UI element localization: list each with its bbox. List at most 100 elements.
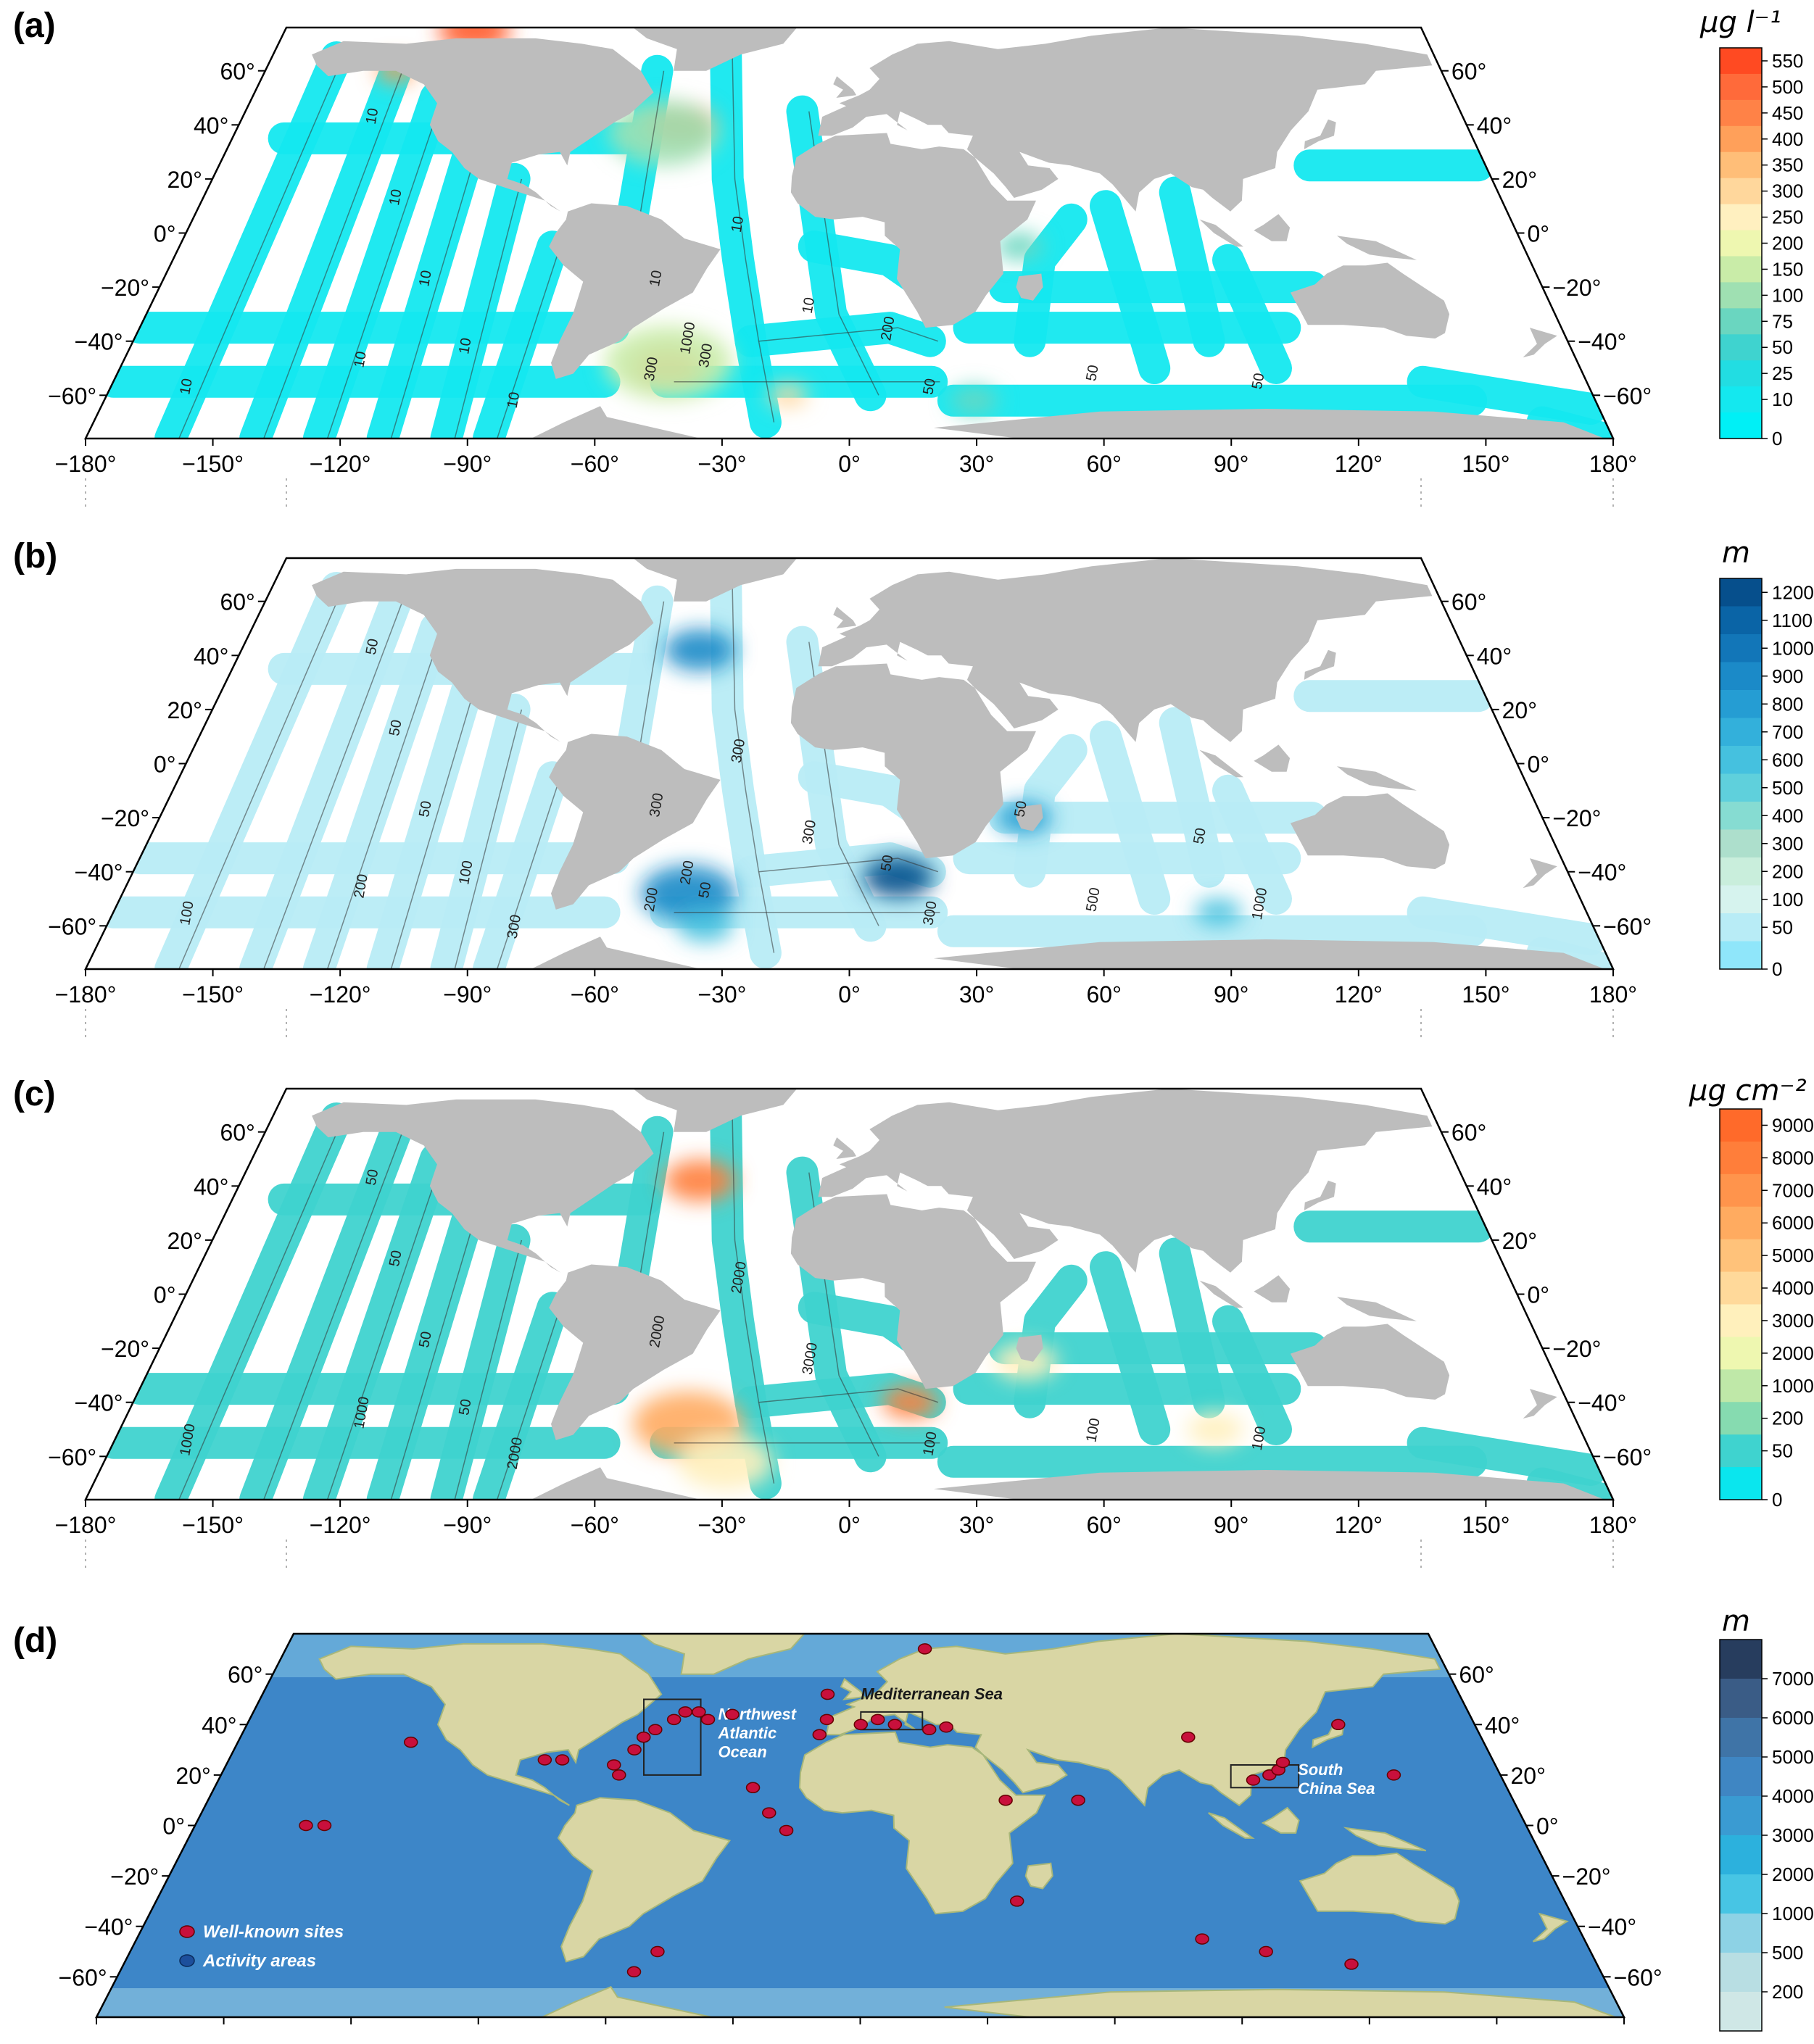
lat-tick-label-left: −60° — [59, 1964, 107, 1990]
colorbar-segment — [1720, 256, 1762, 283]
sampling-track — [473, 230, 569, 439]
lon-tick-label: −30° — [697, 451, 746, 477]
antarctica-1-land — [542, 1985, 712, 2017]
greenland-land — [633, 558, 798, 602]
lon-tick-label: −60° — [571, 451, 619, 477]
colorbar-tick-label: 550 — [1772, 50, 1803, 72]
contour-line — [263, 70, 403, 439]
contour-label: 50 — [386, 718, 405, 737]
contour-label: 10 — [505, 391, 523, 410]
sampling-track — [1090, 190, 1171, 384]
colorbar-segment — [1720, 773, 1762, 802]
well-known-site-marker — [762, 1807, 776, 1819]
colorbar-unit: μg cm⁻² — [1689, 1074, 1807, 1108]
land-layer — [318, 1634, 1616, 2017]
colorbar-tick-label: 8000 — [1772, 1147, 1814, 1168]
contour-line — [496, 246, 561, 439]
colorbar-tick-label: 200 — [1772, 860, 1803, 882]
sampling-track — [1407, 896, 1607, 955]
value-hotspot — [608, 100, 720, 166]
colorbar-tick-label: 4000 — [1772, 1277, 1814, 1299]
well-known-site-marker — [725, 1708, 740, 1721]
colorbar-tick-label: 600 — [1772, 749, 1803, 770]
colorbar-segment — [1720, 1109, 1762, 1142]
hotspot-layer — [632, 1160, 1243, 1490]
lat-tick-label-right: 20° — [1502, 697, 1537, 723]
sampling-track — [1212, 1305, 1292, 1445]
contour-label: 50 — [416, 1330, 435, 1349]
contour-label: 50 — [456, 1397, 475, 1416]
contour-line — [758, 1388, 939, 1403]
colorbar-tick-label: 75 — [1772, 310, 1793, 332]
colorbar-tick-label: 6000 — [1772, 1707, 1814, 1729]
south-china-sea-label: South China Sea — [1298, 1761, 1375, 1798]
lat-tick-label-right: −60° — [1603, 913, 1652, 939]
south-america-land — [557, 1797, 732, 1963]
contour-line — [454, 709, 523, 969]
lat-tick-label-left: 0° — [162, 1814, 185, 1840]
uk-land — [840, 1678, 866, 1700]
colorbar-tick-label: 7000 — [1772, 1179, 1814, 1201]
colorbar-segment — [1720, 282, 1762, 309]
lat-tick-label-right: −20° — [1552, 805, 1601, 831]
well-known-site-marker — [1246, 1774, 1261, 1786]
lon-tick-label: −120° — [310, 981, 371, 1008]
well-known-site-marker — [820, 1688, 835, 1700]
contour-line — [758, 857, 939, 873]
lon-tick-label: 60° — [1086, 981, 1121, 1008]
contour-line — [326, 628, 443, 969]
lat-tick-label-left: 60° — [228, 1662, 262, 1688]
colorbar-tick-label: 250 — [1772, 207, 1803, 228]
contour-label: 50 — [1011, 799, 1030, 818]
lat-tick-label-left: 40° — [202, 1712, 236, 1738]
sampling-track — [239, 54, 413, 439]
lat-tick-label-right: −40° — [1588, 1914, 1636, 1940]
colorbar-tick-label: 2000 — [1772, 1342, 1814, 1364]
colorbar-segment — [1720, 634, 1762, 662]
colorbar-tick-label: 1000 — [1772, 1375, 1814, 1397]
panel-b-thickness-map: (b) 50 50 50 100 100 200 300 300 300 300 300 500 100… — [0, 531, 1814, 1038]
colorbar-segment — [1720, 1679, 1762, 1719]
sampling-track — [1090, 720, 1171, 915]
well-known-site-marker — [648, 1724, 663, 1735]
value-hotspot — [993, 1343, 1058, 1381]
uk-land — [833, 1137, 857, 1159]
lat-tick-label-left: 40° — [194, 1173, 228, 1200]
sumatra-land — [1199, 749, 1243, 778]
colorbar-segment — [1720, 1239, 1762, 1273]
lat-tick-label-right: 0° — [1528, 1282, 1550, 1308]
contour-label: 10 — [647, 269, 666, 288]
axis-layer: 60° 60° 40° 40° 20° 20° 0° 0° −20° −20° −40° −40° −6… — [48, 59, 1652, 507]
contour-line — [326, 1158, 443, 1500]
panel-a-bounds-map: (a) 10 10 10 10 10 10 10 10 10 10 50 50 50 1000 300 300… — [0, 0, 1814, 507]
lat-tick-label-right: 60° — [1459, 1662, 1494, 1688]
contour-line — [390, 682, 477, 969]
australia-land — [1299, 1852, 1460, 1925]
lat-tick-label-right: −20° — [1552, 275, 1601, 301]
well-known-site-marker — [1181, 1731, 1196, 1743]
sampling-track — [1407, 365, 1607, 425]
colorbar-segment — [1720, 412, 1762, 439]
colorbar-segment — [1720, 1874, 1762, 1914]
contour-label: 50 — [363, 1168, 382, 1187]
antarctica-2-land — [944, 1988, 1616, 2017]
lon-tick-label: −90° — [443, 981, 492, 1008]
colorbar-tick-label: 400 — [1772, 128, 1803, 150]
sampling-track — [473, 1292, 569, 1500]
colorbar-segment — [1720, 1953, 1762, 1993]
well-known-site-marker — [917, 1643, 932, 1655]
lon-tick-label: 120° — [1335, 1512, 1383, 1538]
lat-tick-label-right: −60° — [1603, 1444, 1652, 1470]
contour-label: 50 — [1083, 364, 1102, 383]
well-known-site-marker — [1275, 1756, 1291, 1769]
sampling-track — [1014, 734, 1088, 888]
value-hotspot — [663, 1160, 736, 1202]
lat-tick-label-right: 0° — [1528, 752, 1550, 778]
colorbar: 7000 6000 5000 4000 3000 2000 1000 500 200 — [1719, 1639, 1814, 2032]
north-america-land — [312, 38, 654, 212]
colorbar-tick-label: 100 — [1772, 889, 1803, 910]
colorbar: 1200110010009008007006005004003002001005… — [1719, 578, 1814, 980]
